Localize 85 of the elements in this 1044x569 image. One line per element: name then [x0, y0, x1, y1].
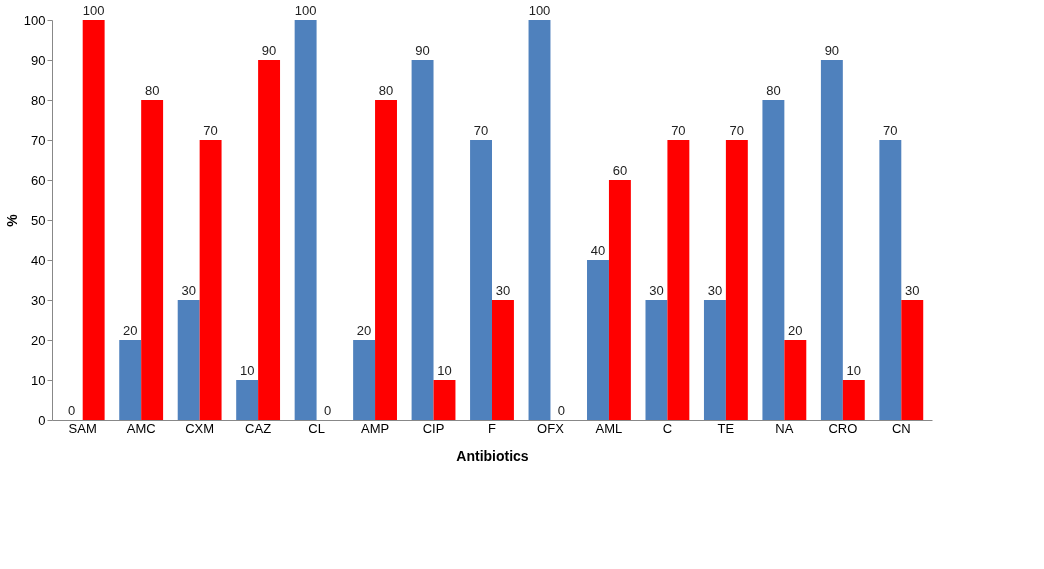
bar: [177, 300, 200, 420]
data-label: 80: [144, 83, 160, 98]
x-tick-label: NA: [775, 420, 794, 436]
bar: [528, 20, 551, 420]
bar: [141, 100, 164, 420]
bar: [353, 340, 376, 420]
data-label: 20: [122, 323, 138, 338]
data-label: 70: [473, 123, 489, 138]
data-label: 70: [729, 123, 745, 138]
data-label: 10: [437, 363, 452, 378]
data-label: 0: [323, 403, 332, 418]
y-tick-label: 0: [38, 412, 46, 428]
data-label: 10: [846, 363, 862, 378]
data-label: 20: [788, 323, 803, 338]
x-tick-label: OFX: [537, 420, 565, 436]
bar: [82, 20, 105, 420]
data-label: 90: [824, 43, 840, 58]
data-label: 70: [671, 123, 686, 138]
bar: [470, 140, 492, 420]
y-tick-label: 10: [31, 372, 46, 388]
y-tick-label: 60: [31, 172, 46, 188]
bar: [492, 300, 514, 420]
data-label: 30: [495, 283, 511, 298]
data-label: 10: [239, 363, 255, 378]
y-tick-label: 80: [31, 92, 46, 108]
data-label: 80: [766, 83, 781, 98]
bar: [645, 300, 668, 420]
x-tick-label: CAZ: [245, 420, 272, 436]
data-label: 30: [649, 283, 664, 298]
bar: [608, 180, 631, 420]
x-tick-label: CXM: [185, 420, 215, 436]
data-label: 70: [203, 123, 218, 138]
data-label: 100: [82, 3, 105, 18]
x-tick-label: AML: [595, 420, 623, 436]
x-tick-label: F: [488, 420, 497, 436]
bar: [119, 340, 142, 420]
data-label: 100: [294, 3, 317, 18]
data-label: 30: [905, 283, 920, 298]
data-label: 90: [415, 43, 430, 58]
x-axis-title: Antibiotics: [456, 447, 529, 464]
bar: [199, 140, 222, 420]
bar: [784, 340, 807, 420]
bar: [587, 260, 609, 420]
y-tick-label: 20: [31, 332, 46, 348]
bar: [667, 140, 690, 420]
x-tick-label: C: [662, 420, 673, 436]
bar: [375, 100, 397, 420]
y-tick-label: 50: [31, 212, 46, 228]
bar: [433, 380, 456, 420]
data-label: 30: [707, 283, 723, 298]
bar: [901, 300, 924, 420]
y-tick-label: 30: [31, 292, 46, 308]
data-label: 100: [528, 3, 551, 18]
data-label: 0: [68, 403, 76, 418]
bar: [762, 100, 785, 420]
x-tick-label: TE: [717, 420, 735, 436]
data-label: 20: [356, 323, 372, 338]
data-label: 70: [883, 123, 898, 138]
y-tick-label: 90: [31, 52, 46, 68]
bar: [820, 60, 843, 420]
bar: [294, 20, 317, 420]
x-tick-label: CL: [308, 420, 325, 436]
y-tick-label: 40: [31, 252, 46, 268]
data-label: 80: [378, 83, 394, 98]
bar: [411, 60, 434, 420]
bar: [842, 380, 865, 420]
y-axis-title: %: [3, 213, 20, 227]
y-tick-label: 100: [23, 12, 46, 28]
bar: [725, 140, 748, 420]
x-tick-label: AMP: [360, 420, 390, 436]
x-tick-label: AMC: [126, 420, 156, 436]
x-tick-label: SAM: [68, 420, 97, 436]
data-label: 0: [557, 403, 566, 418]
bar: [879, 140, 902, 420]
x-tick-label: CRO: [828, 420, 858, 436]
y-tick-label: 70: [31, 132, 46, 148]
data-label: 40: [590, 243, 606, 258]
data-label: 60: [612, 163, 628, 178]
bar: [703, 300, 726, 420]
x-tick-label: CN: [891, 420, 911, 436]
bar: [258, 60, 281, 420]
x-tick-label: CIP: [422, 420, 445, 436]
data-label: 90: [261, 43, 277, 58]
data-label: 30: [181, 283, 196, 298]
bar: [236, 380, 259, 420]
